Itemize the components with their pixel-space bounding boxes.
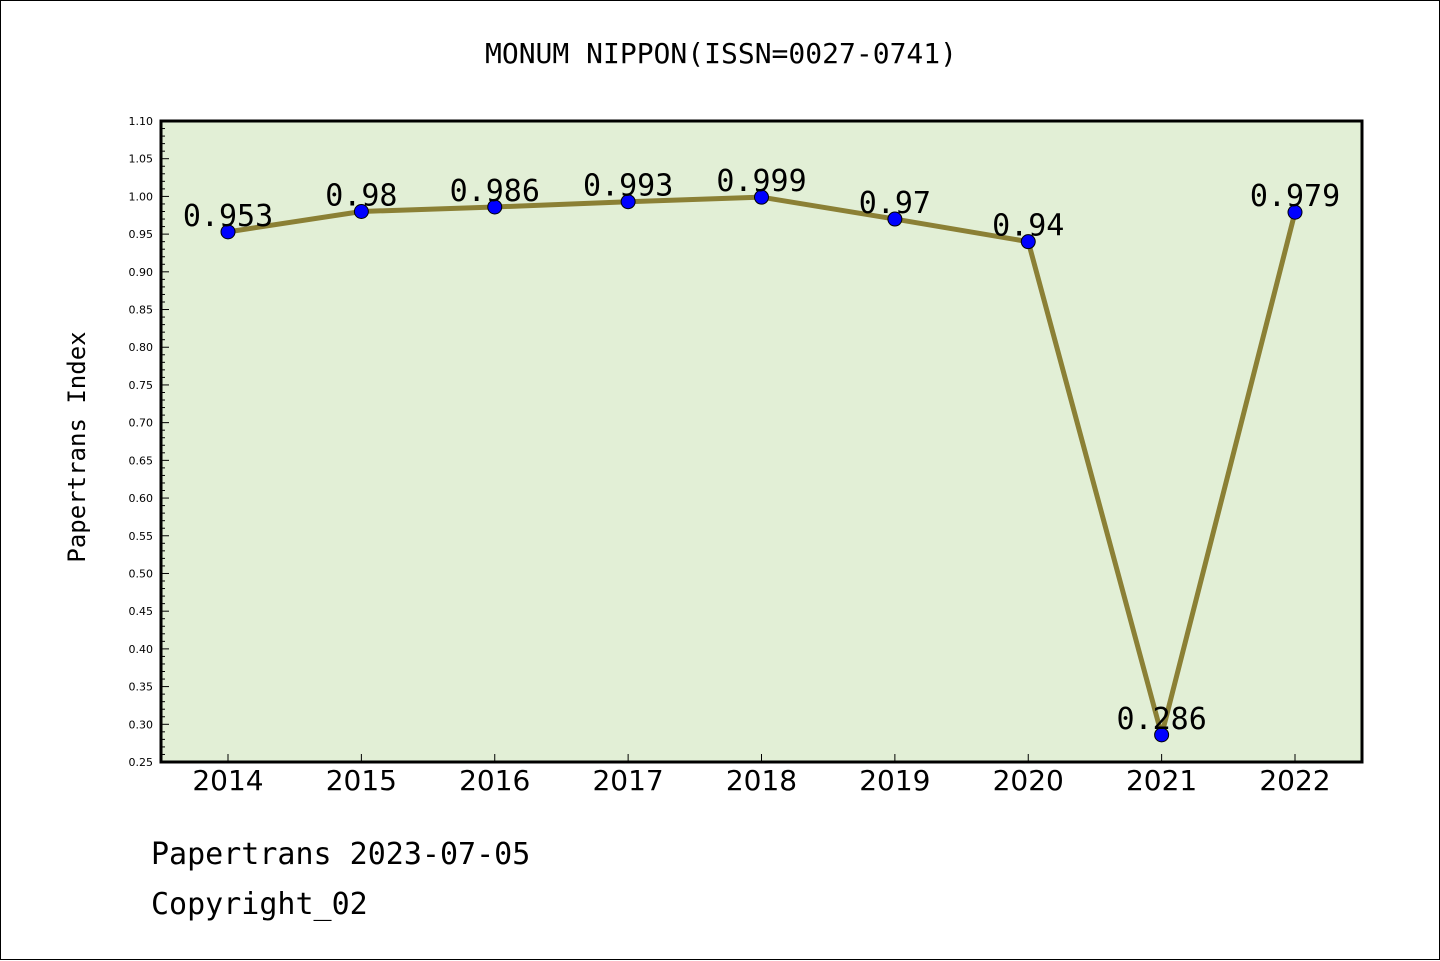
data-point-label: 0.986 — [450, 174, 540, 209]
data-point-marker — [1154, 727, 1170, 743]
x-tick-label: 2017 — [592, 764, 663, 797]
data-point-label: 0.999 — [716, 164, 806, 199]
data-point-marker — [1287, 204, 1303, 220]
y-tick-label: 0.85 — [129, 304, 154, 317]
data-point-marker — [353, 203, 369, 219]
data-point-label: 0.98 — [325, 178, 397, 213]
y-tick-label: 0.70 — [129, 417, 154, 430]
y-tick-label: 0.90 — [129, 266, 154, 279]
y-tick-label: 0.80 — [129, 341, 154, 354]
y-tick-label: 1.00 — [129, 190, 154, 203]
y-tick-label: 0.95 — [129, 228, 154, 241]
data-point-marker — [620, 194, 636, 210]
data-point-label: 0.993 — [583, 169, 673, 204]
y-tick-label: 0.40 — [129, 643, 154, 656]
y-tick-label: 0.65 — [129, 454, 154, 467]
y-tick-label: 0.25 — [129, 756, 154, 769]
x-tick-label: 2014 — [192, 764, 263, 797]
y-tick-label: 1.05 — [129, 153, 154, 166]
data-point-marker — [220, 224, 236, 240]
x-axis: 2014 2015 2016 2017 2018 2019 2020 2021 2022 — [192, 754, 1331, 797]
y-tick-label: 0.50 — [129, 567, 154, 580]
data-point-label: 0.979 — [1250, 179, 1340, 214]
y-tick-label: 0.45 — [129, 605, 154, 618]
data-point-label: 0.953 — [183, 199, 273, 234]
x-tick-label: 2020 — [993, 764, 1064, 797]
data-point-marker — [1020, 234, 1036, 250]
y-tick-label: 0.60 — [129, 492, 154, 505]
data-point-marker — [754, 189, 769, 205]
x-tick-label: 2016 — [459, 764, 530, 797]
data-point-marker — [487, 199, 503, 215]
chart-title: MONUM NIPPON(ISSN=0027-0741) — [484, 37, 957, 70]
footer-date: Papertrans 2023-07-05 — [151, 837, 531, 872]
markers-group — [220, 189, 1303, 743]
point-labels-group: 0.953 0.98 0.986 0.993 0.999 0.97 0.94 0.286 0.9… — [183, 164, 1340, 737]
y-tick-label: 0.30 — [129, 718, 154, 731]
x-tick-label: 2018 — [726, 764, 797, 797]
x-tick-label: 2021 — [1126, 764, 1197, 797]
data-point-label: 0.97 — [859, 186, 931, 221]
data-point-label: 0.286 — [1116, 702, 1206, 737]
footer-copyright: Copyright_02 — [151, 887, 368, 922]
x-tick-label: 2015 — [326, 764, 397, 797]
y-tick-label: 0.75 — [129, 379, 154, 392]
y-tick-label: 0.55 — [129, 530, 154, 543]
y-tick-label: 1.10 — [129, 115, 154, 128]
y-axis: 0.25 0.30 0.35 0.40 0.45 0.50 0.55 0.60 0.65 0.70… — [129, 115, 169, 769]
y-tick-label: 0.35 — [129, 681, 154, 694]
x-tick-label: 2019 — [859, 764, 930, 797]
plot-area — [159, 119, 1364, 764]
data-point-marker — [887, 211, 903, 227]
x-tick-label: 2022 — [1259, 764, 1330, 797]
data-point-label: 0.94 — [992, 209, 1064, 244]
